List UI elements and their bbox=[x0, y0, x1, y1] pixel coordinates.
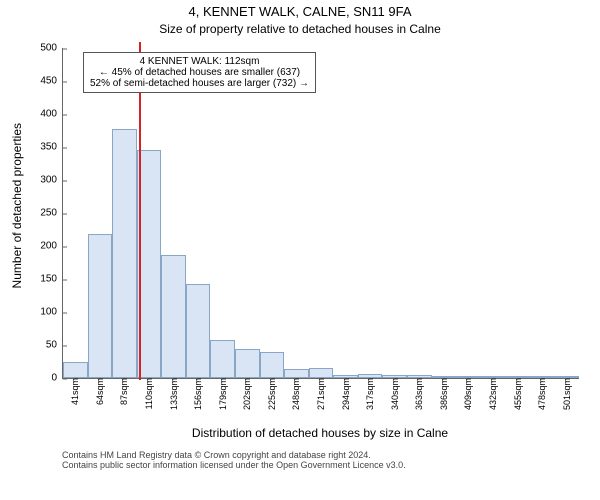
histogram-bar bbox=[161, 255, 186, 378]
x-tick: 363sqm bbox=[414, 378, 424, 416]
y-tick: 250 bbox=[40, 208, 63, 219]
x-tick: 41sqm bbox=[70, 378, 80, 411]
y-tick: 200 bbox=[40, 241, 63, 252]
chart-container: 4, KENNET WALK, CALNE, SN11 9FA Size of … bbox=[0, 0, 600, 500]
x-tick: 317sqm bbox=[365, 378, 375, 416]
x-tick: 340sqm bbox=[390, 378, 400, 416]
x-axis-label: Distribution of detached houses by size … bbox=[62, 426, 578, 440]
y-tick: 100 bbox=[40, 307, 63, 318]
x-tick: 156sqm bbox=[193, 378, 203, 416]
histogram-plot: 05010015020025030035040045050041sqm64sqm… bbox=[62, 48, 579, 379]
x-tick: 248sqm bbox=[291, 378, 301, 416]
x-tick: 179sqm bbox=[218, 378, 228, 416]
y-tick: 450 bbox=[40, 76, 63, 87]
annotation-line: 4 KENNET WALK: 112sqm bbox=[90, 56, 309, 67]
y-tick: 0 bbox=[51, 373, 63, 384]
x-tick: 409sqm bbox=[463, 378, 473, 416]
x-tick: 110sqm bbox=[144, 378, 154, 415]
x-tick: 386sqm bbox=[439, 378, 449, 416]
histogram-bar bbox=[186, 284, 211, 378]
page-title: 4, KENNET WALK, CALNE, SN11 9FA bbox=[0, 0, 600, 19]
annotation-line: ← 45% of detached houses are smaller (63… bbox=[90, 67, 309, 78]
histogram-bar bbox=[235, 349, 260, 378]
y-tick: 350 bbox=[40, 142, 63, 153]
y-tick: 400 bbox=[40, 109, 63, 120]
x-tick: 225sqm bbox=[267, 378, 277, 416]
histogram-bar bbox=[88, 234, 113, 378]
x-tick: 64sqm bbox=[95, 378, 105, 411]
y-tick: 300 bbox=[40, 175, 63, 186]
x-tick: 432sqm bbox=[488, 378, 498, 416]
annotation-box: 4 KENNET WALK: 112sqm← 45% of detached h… bbox=[83, 52, 316, 93]
x-tick: 87sqm bbox=[119, 378, 129, 411]
y-axis-label: Number of detached properties bbox=[10, 123, 24, 288]
footer-line-1: Contains HM Land Registry data © Crown c… bbox=[62, 450, 406, 460]
x-tick: 294sqm bbox=[341, 378, 351, 416]
histogram-bar bbox=[210, 340, 235, 378]
y-tick: 500 bbox=[40, 43, 63, 54]
x-tick: 501sqm bbox=[562, 378, 572, 416]
footer-line-2: Contains public sector information licen… bbox=[62, 460, 406, 470]
y-tick: 150 bbox=[40, 274, 63, 285]
footer-attribution: Contains HM Land Registry data © Crown c… bbox=[62, 450, 406, 470]
histogram-bar bbox=[63, 362, 88, 379]
histogram-bar bbox=[260, 352, 285, 378]
x-tick: 455sqm bbox=[513, 378, 523, 416]
histogram-bar bbox=[112, 129, 137, 378]
x-tick: 133sqm bbox=[169, 378, 179, 416]
x-tick: 271sqm bbox=[316, 378, 326, 416]
x-tick: 478sqm bbox=[537, 378, 547, 416]
histogram-bar bbox=[309, 368, 334, 378]
y-tick: 50 bbox=[46, 340, 63, 351]
x-tick: 202sqm bbox=[242, 378, 252, 416]
page-subtitle: Size of property relative to detached ho… bbox=[0, 19, 600, 36]
annotation-line: 52% of semi-detached houses are larger (… bbox=[90, 78, 309, 89]
histogram-bar bbox=[284, 369, 309, 378]
